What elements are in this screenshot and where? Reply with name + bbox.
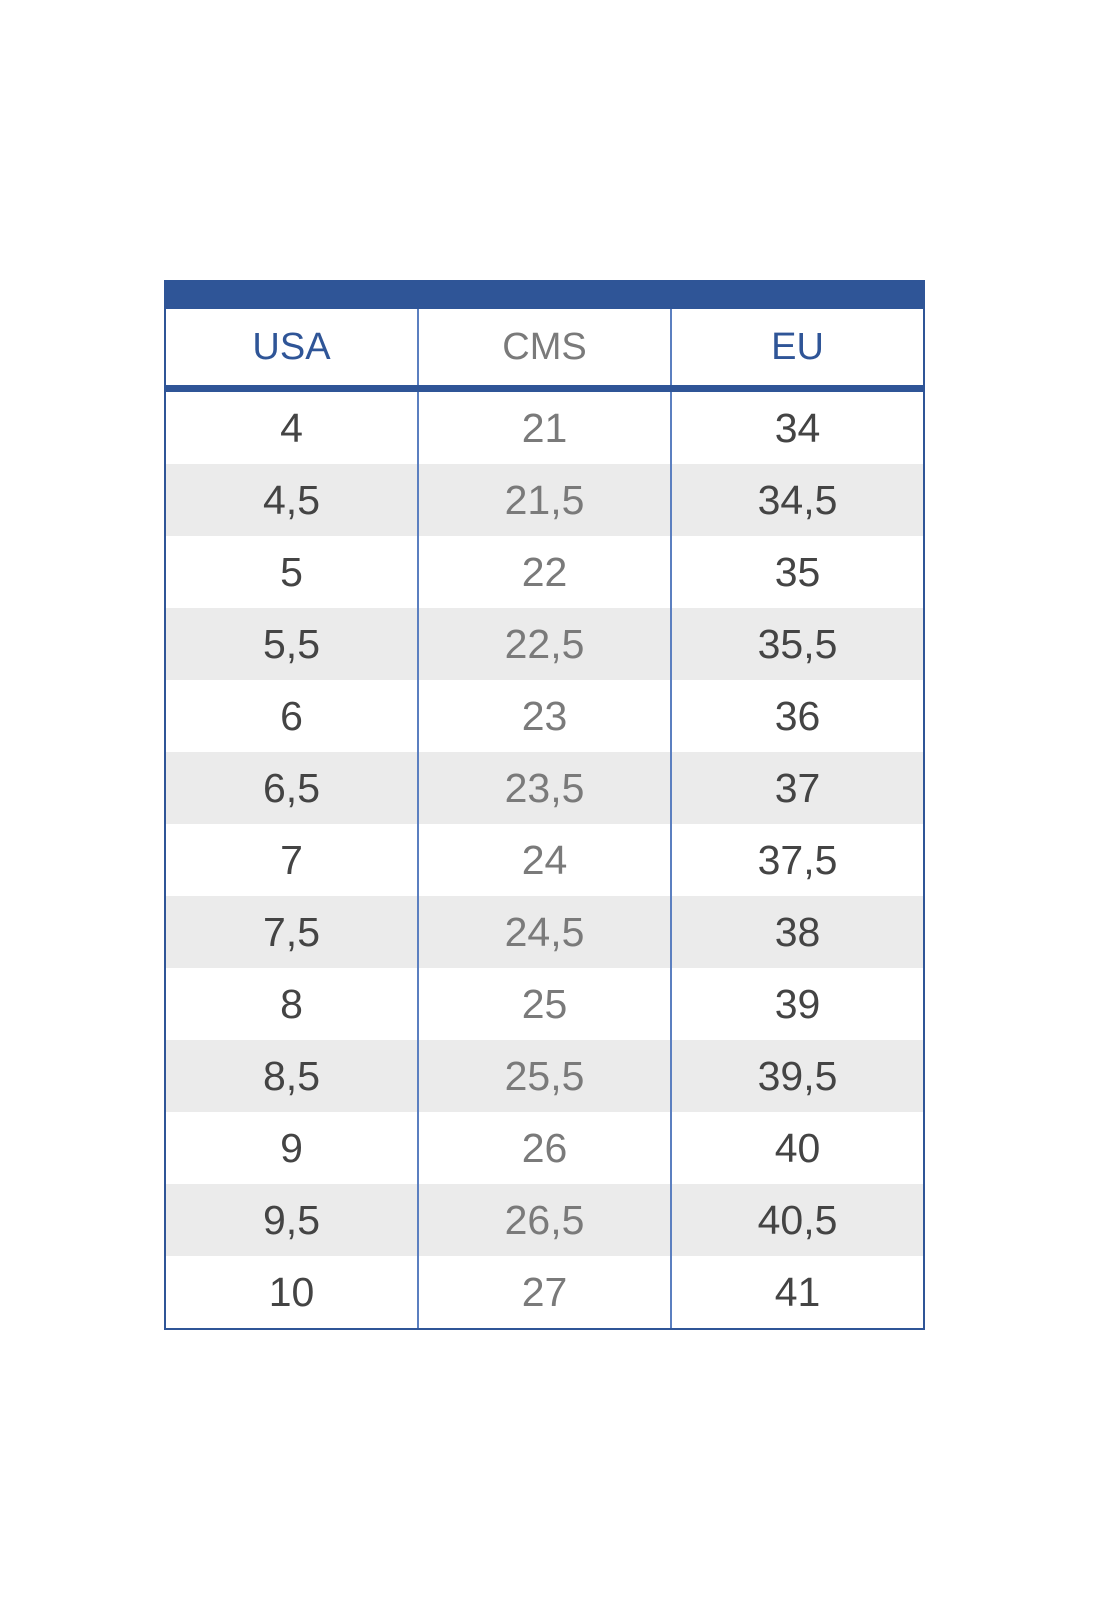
table-row: 4 21 34 — [166, 392, 923, 464]
table-cell: 37 — [670, 752, 923, 824]
table-row: 10 27 41 — [166, 1256, 923, 1328]
table-cell: 23,5 — [417, 752, 670, 824]
table-cell: 40 — [670, 1112, 923, 1184]
table-cell: 37,5 — [670, 824, 923, 896]
size-table: USA CMS EU 4 21 34 4,5 21,5 34,5 5 22 35 5,5 22,5 35,5… — [164, 280, 925, 1330]
table-row: 9,5 26,5 40,5 — [166, 1184, 923, 1256]
table-cell: 9,5 — [263, 1196, 320, 1243]
table-cell: 34,5 — [670, 464, 923, 536]
table-cell: 26,5 — [417, 1184, 670, 1256]
table-cell: 22 — [417, 536, 670, 608]
table-cell: 24,5 — [417, 896, 670, 968]
table-cell: 34 — [670, 392, 923, 464]
table-cell: 6,5 — [263, 764, 320, 811]
table-cell: 41 — [670, 1256, 923, 1328]
table-cell: 23 — [417, 680, 670, 752]
table-cell: 24 — [417, 824, 670, 896]
table-cell: 7 — [280, 836, 303, 883]
table-cell: 4,5 — [263, 476, 320, 523]
table-row: 9 26 40 — [166, 1112, 923, 1184]
table-cell: 36 — [670, 680, 923, 752]
table-cell: 6 — [280, 692, 303, 739]
table-cell: 10 — [268, 1268, 315, 1315]
table-row: 8 25 39 — [166, 968, 923, 1040]
table-row: 6 23 36 — [166, 680, 923, 752]
table-cell: 40,5 — [670, 1184, 923, 1256]
table-cell: 39,5 — [670, 1040, 923, 1112]
table-row: 5 22 35 — [166, 536, 923, 608]
table-cell: 26 — [417, 1112, 670, 1184]
table-cell: 35 — [670, 536, 923, 608]
table-cell: 21 — [417, 392, 670, 464]
header-cell: EU — [670, 309, 923, 385]
table-row: 6,5 23,5 37 — [166, 752, 923, 824]
table-row: 5,5 22,5 35,5 — [166, 608, 923, 680]
table-top-bar — [164, 280, 925, 309]
table-row: 7 24 37,5 — [166, 824, 923, 896]
header-row: USA CMS EU — [166, 309, 923, 392]
table-cell: 4 — [280, 404, 303, 451]
header-cell: CMS — [417, 309, 670, 385]
table-cell: 5,5 — [263, 620, 320, 667]
table-cell: 22,5 — [417, 608, 670, 680]
table-cell: 39 — [670, 968, 923, 1040]
table-cell: 25 — [417, 968, 670, 1040]
table-cell: 8 — [280, 980, 303, 1027]
table-cell: 38 — [670, 896, 923, 968]
table-cell: 21,5 — [417, 464, 670, 536]
table-cell: 8,5 — [263, 1052, 320, 1099]
table-cell: 27 — [417, 1256, 670, 1328]
table-row: 4,5 21,5 34,5 — [166, 464, 923, 536]
table-row: 7,5 24,5 38 — [166, 896, 923, 968]
header-cell: USA — [252, 325, 331, 368]
table-cell: 7,5 — [263, 908, 320, 955]
table-cell: 25,5 — [417, 1040, 670, 1112]
table-cell: 5 — [280, 548, 303, 595]
table-cell: 35,5 — [670, 608, 923, 680]
table-cell: 9 — [280, 1124, 303, 1171]
table-row: 8,5 25,5 39,5 — [166, 1040, 923, 1112]
